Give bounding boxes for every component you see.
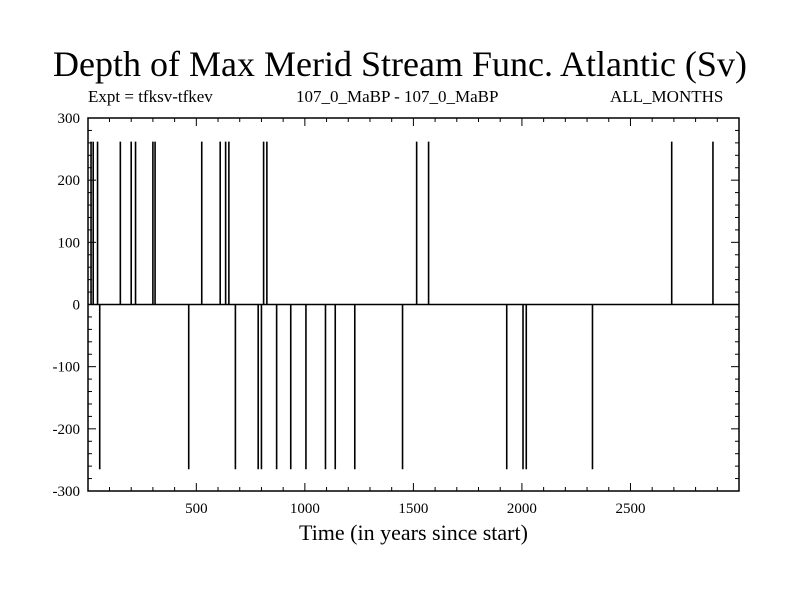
x-axis-label: Time (in years since start) — [299, 520, 528, 545]
x-tick-label: 500 — [185, 501, 208, 517]
x-tick-label: 2000 — [507, 501, 537, 517]
y-tick-label: 100 — [58, 235, 81, 251]
y-tick-label: -200 — [53, 422, 81, 438]
y-tick-label: 200 — [58, 173, 81, 189]
y-tick-label: -300 — [53, 484, 81, 500]
series-spikes — [90, 141, 714, 470]
chart-subtitle-months: ALL_MONTHS — [610, 87, 724, 106]
chart-subtitle-experiment: Expt = tfksv-tfkev — [88, 87, 213, 106]
chart-title: Depth of Max Merid Stream Func. Atlantic… — [53, 44, 747, 84]
y-tick-label: -100 — [53, 360, 81, 376]
y-tick-label: 0 — [73, 298, 81, 314]
y-tick-label: 300 — [58, 111, 81, 127]
plot-frame — [87, 117, 740, 492]
x-tick-label: 2500 — [615, 501, 645, 517]
x-tick-label: 1000 — [290, 501, 320, 517]
x-tick-label: 1500 — [398, 501, 428, 517]
chart-subtitle-period: 107_0_MaBP - 107_0_MaBP — [296, 87, 499, 106]
